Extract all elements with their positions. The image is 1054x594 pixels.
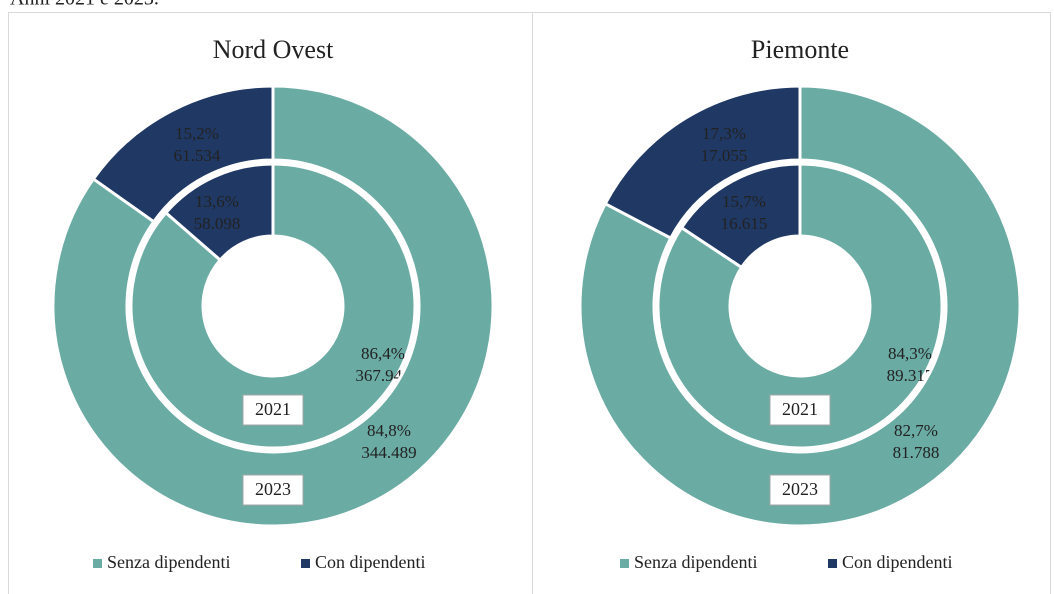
ring-label-box: [769, 474, 831, 506]
legend-label: Con dipendenti: [315, 552, 426, 572]
donut-segment: [163, 162, 275, 263]
donut-segment: [578, 84, 1022, 528]
count-label: 344.489: [361, 443, 416, 462]
count-label: 17.055: [701, 146, 748, 165]
ring-label-box: [242, 394, 304, 426]
legend-label: Senza dipendenti: [634, 552, 757, 572]
count-label: 367.940: [355, 366, 410, 385]
donut-segment: [91, 84, 275, 224]
ring-label-box: [242, 474, 304, 506]
legend-marker: [828, 559, 837, 568]
donut-segment: [679, 162, 802, 270]
count-label: 61.534: [174, 146, 221, 165]
chart-title: Nord Ovest: [213, 35, 334, 64]
value-label: 84,3%: [888, 344, 932, 363]
legend-label: Senza dipendenti: [107, 552, 230, 572]
count-label: 58.098: [194, 214, 241, 233]
legend-marker: [93, 559, 102, 568]
value-label: 17,3%: [702, 124, 746, 143]
value-label: 13,6%: [195, 192, 239, 211]
legend-marker: [620, 559, 629, 568]
legend-label: Con dipendenti: [842, 552, 953, 572]
ring-label: 2021: [782, 399, 818, 419]
value-label: 82,7%: [894, 421, 938, 440]
panel-border: [532, 12, 1051, 594]
count-label: 16.615: [721, 214, 768, 233]
value-label: 86,4%: [361, 344, 405, 363]
value-label: 84,8%: [367, 421, 411, 440]
donut-segment: [51, 84, 495, 528]
legend-marker: [301, 559, 310, 568]
count-label: 81.788: [893, 443, 940, 462]
ring-label: 2021: [255, 399, 291, 419]
ring-label: 2023: [782, 479, 818, 499]
value-label: 15,2%: [175, 124, 219, 143]
chart-title: Piemonte: [751, 35, 849, 64]
ring-label: 2023: [255, 479, 291, 499]
donut-segment: [129, 162, 417, 450]
count-label: 89.317: [887, 366, 934, 385]
donut-segment: [656, 162, 944, 450]
ring-label-box: [769, 394, 831, 426]
caption: Anni 2021 e 2023.: [10, 0, 159, 10]
value-label: 15,7%: [722, 192, 766, 211]
donut-segment: [603, 84, 802, 241]
